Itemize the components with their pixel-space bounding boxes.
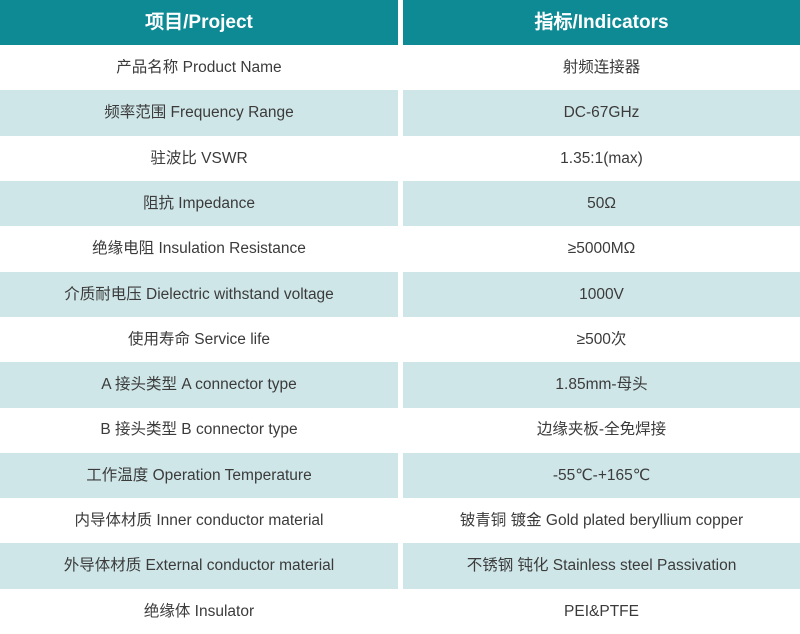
indicator-cell: ≥5000MΩ [403,226,800,272]
column-divider [398,90,403,136]
project-cell: 绝缘体 Insulator [0,588,398,634]
project-cell: 驻波比 VSWR [0,135,398,181]
column-divider [398,407,403,453]
table-row: 内导体材质 Inner conductor material 铍青铜 镀金 Gol… [0,498,800,544]
project-cell: 绝缘电阻 Insulation Resistance [0,226,398,272]
project-cell: 阻抗 Impedance [0,180,398,227]
project-cell: 工作温度 Operation Temperature [0,452,398,499]
column-divider [398,452,403,499]
project-cell: 外导体材质 External conductor material [0,543,398,589]
table-row: 产品名称 Product Name 射频连接器 [0,45,800,91]
project-cell: 内导体材质 Inner conductor material [0,498,398,544]
table-row: 频率范围 Frequency Range DC-67GHz [0,90,800,136]
header-project: 项目/Project [0,0,398,45]
table-row: 使用寿命 Service life ≥500次 [0,316,800,363]
column-divider [398,226,403,272]
indicator-cell: -55℃-+165℃ [403,452,800,499]
column-divider [398,362,403,408]
column-divider [398,271,403,317]
table-row: A 接头类型 A connector type 1.85mm-母头 [0,362,800,408]
table-row: 绝缘电阻 Insulation Resistance ≥5000MΩ [0,226,800,272]
indicator-cell: 1.35:1(max) [403,135,800,181]
project-cell: B 接头类型 B connector type [0,407,398,453]
indicator-cell: PEI&PTFE [403,588,800,634]
table-row: 工作温度 Operation Temperature -55℃-+165℃ [0,452,800,499]
table-row: 驻波比 VSWR 1.35:1(max) [0,135,800,181]
indicator-cell: 边缘夹板-全免焊接 [403,407,800,453]
indicator-cell: DC-67GHz [403,90,800,136]
indicator-cell: 1.85mm-母头 [403,362,800,408]
table-row: 阻抗 Impedance 50Ω [0,180,800,227]
table-row: 介质耐电压 Dielectric withstand voltage 1000V [0,271,800,317]
indicator-cell: 不锈钢 钝化 Stainless steel Passivation [403,543,800,589]
column-divider [398,45,403,91]
table-body: 产品名称 Product Name 射频连接器 频率范围 Frequency Ran… [0,45,800,634]
project-cell: 介质耐电压 Dielectric withstand voltage [0,271,398,317]
indicator-cell: 铍青铜 镀金 Gold plated beryllium copper [403,498,800,544]
table-row: 外导体材质 External conductor material 不锈钢 钝化 … [0,543,800,589]
column-divider [398,498,403,544]
project-cell: A 接头类型 A connector type [0,362,398,408]
column-divider [398,0,403,45]
table-header-row: 项目/Project 指标/Indicators [0,0,800,45]
column-divider [398,543,403,589]
column-divider [398,316,403,363]
project-cell: 频率范围 Frequency Range [0,90,398,136]
column-divider [398,588,403,634]
indicator-cell: 50Ω [403,180,800,227]
indicator-cell: 射频连接器 [403,45,800,91]
project-cell: 产品名称 Product Name [0,45,398,91]
project-cell: 使用寿命 Service life [0,316,398,363]
column-divider [398,180,403,227]
table-row: 绝缘体 Insulator PEI&PTFE [0,588,800,634]
indicator-cell: ≥500次 [403,316,800,363]
table-row: B 接头类型 B connector type 边缘夹板-全免焊接 [0,407,800,453]
header-indicators: 指标/Indicators [403,0,800,45]
column-divider [398,135,403,181]
indicator-cell: 1000V [403,271,800,317]
